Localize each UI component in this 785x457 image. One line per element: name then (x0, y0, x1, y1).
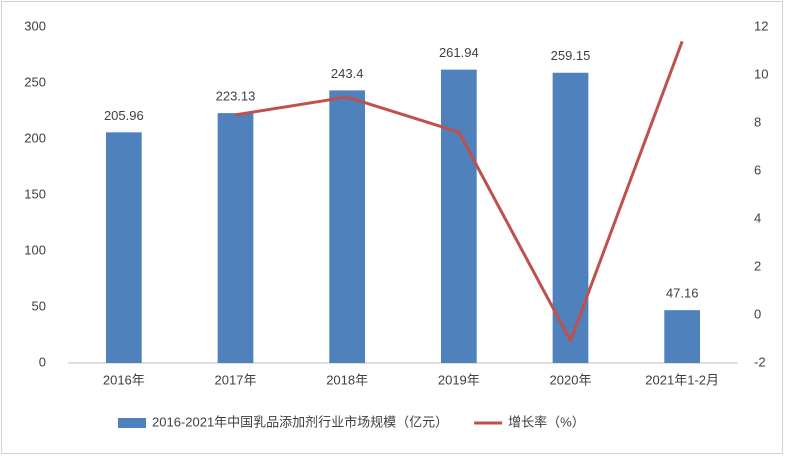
y-tick-label: 250 (24, 74, 46, 89)
x-tick-label: 2019年 (438, 372, 480, 387)
y-tick-label: 150 (24, 186, 46, 201)
legend-label: 2016-2021年中国乳品添加剂行业市场规模（亿元） (152, 414, 448, 429)
y2-tick-label: 8 (754, 114, 761, 129)
y2-tick-label: 0 (754, 306, 761, 321)
legend-label: 增长率（%） (508, 414, 585, 429)
value-label: 261.94 (439, 45, 479, 60)
y-tick-label: 50 (32, 298, 46, 313)
bar (664, 310, 701, 363)
legend-swatch (118, 418, 146, 428)
y-tick-label: 300 (24, 18, 46, 33)
x-tick-label: 2017年 (215, 372, 257, 387)
x-tick-label: 2021年1-2月 (645, 372, 719, 387)
bar (217, 113, 254, 364)
value-label: 243.4 (331, 66, 364, 81)
y-tick-label: 100 (24, 242, 46, 257)
value-label: 259.15 (551, 48, 591, 63)
x-tick-label: 2018年 (326, 372, 368, 387)
value-label: 205.96 (104, 108, 144, 123)
line (235, 40, 684, 343)
bar (440, 69, 477, 363)
bar (105, 132, 142, 363)
value-label: 47.16 (666, 286, 699, 301)
bar (552, 72, 589, 363)
x-tick-label: 2016年 (103, 372, 145, 387)
y2-tick-label: -2 (754, 354, 766, 369)
y2-tick-label: 2 (754, 258, 761, 273)
y2-tick-label: 10 (754, 66, 768, 81)
y-tick-label: 0 (39, 354, 46, 369)
y2-tick-label: 12 (754, 18, 768, 33)
x-tick-label: 2020年 (550, 372, 592, 387)
y-tick-label: 200 (24, 130, 46, 145)
value-label: 223.13 (216, 89, 256, 104)
bar (329, 90, 366, 363)
y2-tick-label: 6 (754, 162, 761, 177)
y2-tick-label: 4 (754, 210, 761, 225)
